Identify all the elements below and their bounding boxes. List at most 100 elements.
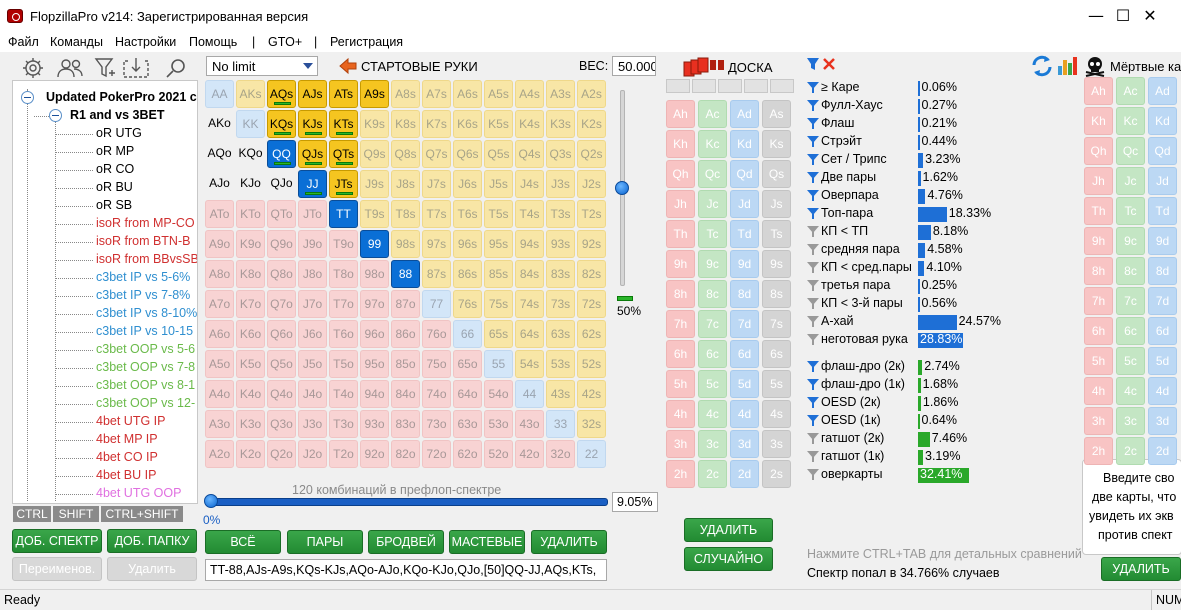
tree-item[interactable]: isoR from BBvsSB [96,252,198,266]
hand-cell[interactable]: J5s [484,170,513,198]
board-card[interactable]: 6s [762,340,791,368]
hand-cell[interactable]: 96s [453,230,482,258]
hand-cell[interactable]: 63s [546,320,575,348]
hand-cell[interactable]: K6o [236,320,265,348]
filter-icon[interactable] [807,433,819,440]
tree-item[interactable]: oR MP [96,144,135,158]
board-card[interactable]: 4d [730,400,759,428]
hand-cell[interactable]: J4s [515,170,544,198]
hand-cell[interactable]: Q7o [267,290,296,318]
hand-cell[interactable]: 99 [360,230,389,258]
hand-cell[interactable]: Q4s [515,140,544,168]
game-type-select[interactable]: No limit [206,56,318,76]
hand-cell[interactable]: A6o [205,320,234,348]
filter-icon[interactable] [807,361,819,368]
tree-item[interactable]: oR BU [96,180,133,194]
board-slot[interactable] [666,79,690,93]
hand-cell[interactable]: A7o [205,290,234,318]
hand-cell[interactable]: 55 [484,350,513,378]
hand-cell[interactable]: AQo [207,146,232,160]
tree-item[interactable]: 4bet MP IP [96,432,158,446]
board-card[interactable]: 3d [730,430,759,458]
filter-icon[interactable] [807,262,819,269]
hand-cell[interactable]: Q9o [267,230,296,258]
hand-cell[interactable]: 76s [453,290,482,318]
hand-cell[interactable]: 92o [360,440,389,468]
hand-cell[interactable]: J6s [453,170,482,198]
filter-icon[interactable] [807,316,819,323]
dead-card[interactable]: 4d [1148,377,1177,405]
hand-cell[interactable]: 93o [360,410,389,438]
filter-icon[interactable] [807,58,819,70]
stat-row[interactable]: Оверпара 4.76% [807,187,982,205]
close-button[interactable]: ✕ [1143,6,1157,25]
select-broadway-button[interactable]: БРОДВЕЙ [368,530,444,554]
board-card[interactable]: Ks [762,130,791,158]
tree-item[interactable]: c3bet IP vs 10-15 [96,324,194,338]
board-card[interactable]: 7h [666,310,695,338]
dead-card[interactable]: 5c [1116,347,1145,375]
hand-cell[interactable]: QJs [298,140,327,168]
filter-icon[interactable] [807,334,819,341]
board-card[interactable]: 8c [698,280,727,308]
filter-icon[interactable] [807,208,819,215]
hand-cell[interactable]: KJo [240,176,261,190]
hand-cell[interactable]: Q5o [267,350,296,378]
clear-filter-icon[interactable] [823,58,835,70]
hand-cell[interactable]: 62o [453,440,482,468]
dead-card[interactable]: Jc [1116,167,1145,195]
hand-cell[interactable]: 43o [515,410,544,438]
board-card[interactable]: 2h [666,460,695,488]
range-slider-thumb[interactable] [204,494,218,508]
stat-row[interactable]: OESD (1к) 0.64% [807,412,982,430]
hand-cell[interactable]: J7s [422,170,451,198]
hand-cell[interactable]: A6s [453,80,482,108]
board-card[interactable]: Kd [730,130,759,158]
dead-card[interactable]: 9c [1116,227,1145,255]
range-slider-track[interactable] [212,498,608,506]
hand-cell[interactable]: KQs [267,110,296,138]
filter-icon[interactable] [807,280,819,287]
stat-row[interactable]: Фулл-Хаус 0.27% [807,97,982,115]
hand-cell[interactable]: 97o [360,290,389,318]
dead-card[interactable]: 7d [1148,287,1177,315]
weight-input[interactable]: 50.000 [612,56,656,76]
hand-cell[interactable]: K4o [236,380,265,408]
hand-cell[interactable]: 42s [577,380,606,408]
hand-cell[interactable]: Q3o [267,410,296,438]
dead-card[interactable]: Kd [1148,107,1177,135]
hand-cell[interactable]: Q8o [267,260,296,288]
board-card[interactable]: Qs [762,160,791,188]
dead-card[interactable]: 8c [1116,257,1145,285]
tree-item[interactable]: oR UTG [96,126,142,140]
hand-cell[interactable]: 52o [484,440,513,468]
hand-cell[interactable]: AA [205,80,234,108]
dead-card[interactable]: Qc [1116,137,1145,165]
hand-cell[interactable]: 65s [484,320,513,348]
hand-cell[interactable]: T7s [422,200,451,228]
tree-item[interactable]: c3bet OOP vs 5-6 [96,342,196,356]
dead-card[interactable]: 7h [1084,287,1113,315]
hand-cell[interactable]: T3o [329,410,358,438]
hand-cell[interactable]: 84s [515,260,544,288]
dead-card[interactable]: Jh [1084,167,1113,195]
hand-cell[interactable]: Q2o [267,440,296,468]
filter-icon[interactable] [807,451,819,458]
menu-commands[interactable]: Команды [50,35,103,49]
tree-item[interactable]: isoR from MP-CO [96,216,195,230]
stat-row[interactable]: неготовая рука 28.83% [807,331,982,349]
tab-ctrl[interactable]: CTRL [13,506,51,522]
hand-cell[interactable]: K8o [236,260,265,288]
stat-row[interactable]: Стрэйт 0.44% [807,133,982,151]
board-card[interactable]: 5d [730,370,759,398]
board-card[interactable]: Qc [698,160,727,188]
board-card[interactable]: 3h [666,430,695,458]
hand-cell[interactable]: KTo [236,200,265,228]
hand-cell[interactable]: 83o [391,410,420,438]
hand-cell[interactable]: 43s [546,380,575,408]
stat-row[interactable]: Топ-пара 18.33% [807,205,991,223]
filter-add-icon[interactable] [94,58,115,78]
board-card[interactable]: Th [666,220,695,248]
dead-card[interactable]: 6c [1116,317,1145,345]
hand-cell[interactable]: Q2s [577,140,606,168]
